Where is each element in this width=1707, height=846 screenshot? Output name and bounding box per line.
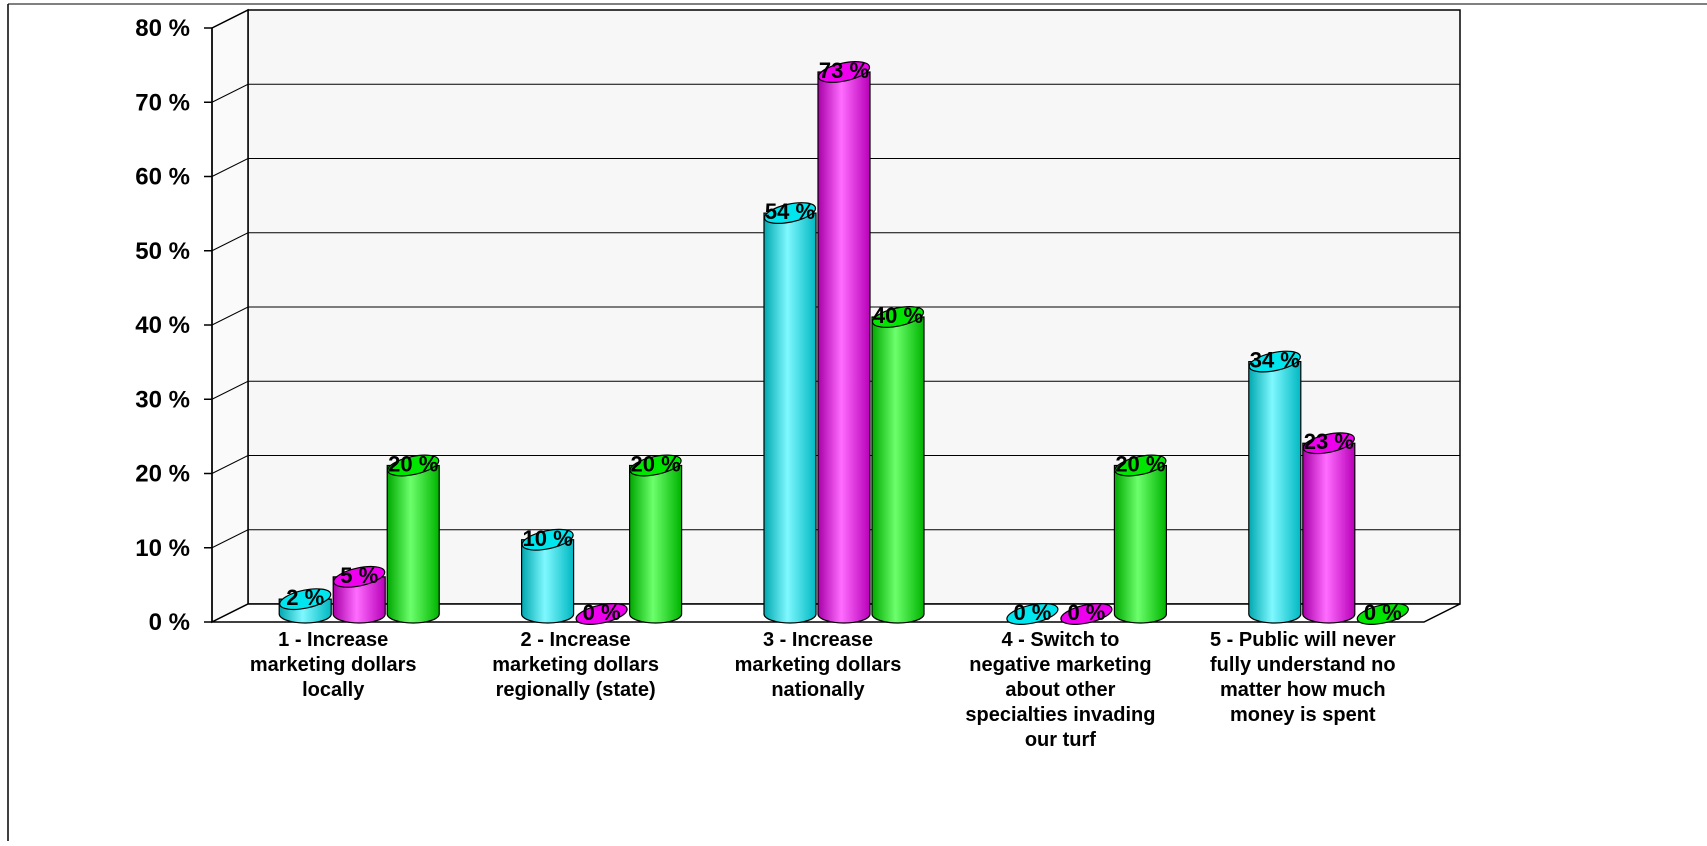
bar-body [1248, 360, 1302, 624]
x-tick-label-line: nationally [771, 679, 865, 701]
bar-s3-c4 [1113, 454, 1167, 624]
data-label: 0 % [1364, 600, 1402, 625]
x-tick-label-line: fully understand no [1210, 654, 1396, 676]
bar-top [1114, 454, 1167, 477]
y-tick-label: 40 % [135, 312, 190, 339]
bar-body [817, 71, 871, 624]
data-label: 0 % [583, 600, 621, 625]
x-tick-label: 2 - Increase marketing dollars regionally … [492, 629, 659, 701]
data-label: 2 % [286, 585, 324, 610]
bar-top [629, 454, 682, 477]
x-tick-label-line: 2 - Increase [521, 629, 631, 651]
x-tick-label-line: about other [1005, 679, 1115, 701]
y-tick-label: 70 % [135, 89, 190, 116]
data-label: 5 % [340, 563, 378, 588]
gridline [211, 232, 1460, 252]
x-tick-label-line: 3 - Increase [763, 629, 873, 651]
x-tick-label-line: marketing dollars [735, 654, 902, 676]
x-tick-label-line: our turf [1025, 729, 1096, 751]
bar-s1-c4 [1006, 603, 1059, 625]
x-tick-label-line: 5 - Public will never [1210, 629, 1396, 651]
y-tick-label: 30 % [135, 386, 190, 413]
gridline [211, 158, 1460, 177]
bar-top [575, 603, 628, 625]
x-tick-label: 4 - Switch to negative marketing about oth… [965, 629, 1155, 751]
gridline [211, 380, 1460, 400]
bar-s1-c5 [1248, 350, 1302, 624]
bar-s3-c3 [871, 306, 925, 624]
bar-top [817, 61, 871, 83]
bar-top [387, 454, 440, 477]
x-tick-label: 5 - Public will never fully understand no… [1210, 629, 1396, 726]
bar-top [1006, 603, 1059, 625]
data-label: 23 % [1304, 429, 1354, 454]
bar-s3-c5 [1356, 603, 1409, 625]
x-tick-label-line: money is spent [1230, 704, 1376, 726]
y-tick-label: 10 % [135, 535, 190, 562]
bar-s2-c3 [817, 61, 871, 624]
bar-s3-c1 [386, 454, 440, 624]
data-label: 73 % [819, 58, 869, 83]
x-tick-label-line: marketing dollars [492, 654, 659, 676]
bar-top [521, 528, 574, 551]
bar-body [1113, 464, 1167, 624]
bar-top [763, 202, 817, 224]
y-tick-label: 80 % [135, 15, 190, 42]
bar-top [1060, 603, 1113, 625]
data-label: 40 % [873, 303, 923, 328]
data-label: 0 % [1013, 600, 1051, 625]
gridline [211, 83, 1460, 103]
bar-s2-c4 [1060, 603, 1113, 625]
data-label: 20 % [1115, 452, 1165, 477]
y-tick-label: 60 % [135, 164, 190, 191]
data-label: 34 % [1250, 348, 1300, 373]
data-label: 0 % [1067, 600, 1105, 625]
bar-top [279, 588, 332, 611]
y-tick-label: 0 % [149, 609, 190, 636]
bar-s1-c3 [763, 202, 817, 624]
bar-top [1302, 432, 1355, 455]
bar-top [333, 565, 386, 588]
bar-body [871, 316, 925, 624]
gridline [211, 9, 1460, 29]
gridline [211, 455, 1460, 474]
bar-body [332, 576, 386, 624]
bar-s2-c1 [332, 565, 386, 624]
bar-s1-c1 [278, 588, 332, 624]
bar-s3-c2 [629, 454, 683, 624]
y-tick-label: 20 % [135, 461, 190, 488]
data-label: 20 % [388, 452, 438, 477]
bar-top [1356, 603, 1409, 625]
bar-s2-c2 [575, 603, 628, 625]
x-tick-label-line: 4 - Switch to [1002, 629, 1120, 651]
gridline [211, 306, 1460, 326]
bar-s2-c5 [1302, 432, 1356, 624]
x-tick-label-line: negative marketing [969, 654, 1151, 676]
x-tick-label-line: locally [302, 679, 365, 701]
data-label: 10 % [523, 526, 573, 551]
bar-body [521, 539, 575, 624]
x-tick-label-line: marketing dollars [250, 654, 417, 676]
x-tick-label-line: matter how much [1220, 679, 1386, 701]
data-label: 54 % [765, 199, 815, 224]
y-tick-label: 50 % [135, 238, 190, 265]
bar-top [1248, 350, 1301, 373]
x-tick-label-line: specialties invading [965, 704, 1155, 726]
bar-body [386, 464, 440, 624]
gridline [211, 529, 1460, 549]
bar-body [763, 212, 817, 624]
x-tick-label: 3 - Increase marketing dollars nationally [735, 629, 902, 701]
bar-top [871, 306, 925, 328]
x-tick-label-line: 1 - Increase [278, 629, 388, 651]
x-tick-label-line: regionally (state) [496, 679, 656, 701]
data-label: 20 % [631, 452, 681, 477]
bar-s1-c2 [521, 528, 575, 624]
x-tick-label: 1 - Increase marketing dollars locally [250, 629, 417, 701]
bar-body [1302, 442, 1356, 624]
bar-body [629, 464, 683, 624]
